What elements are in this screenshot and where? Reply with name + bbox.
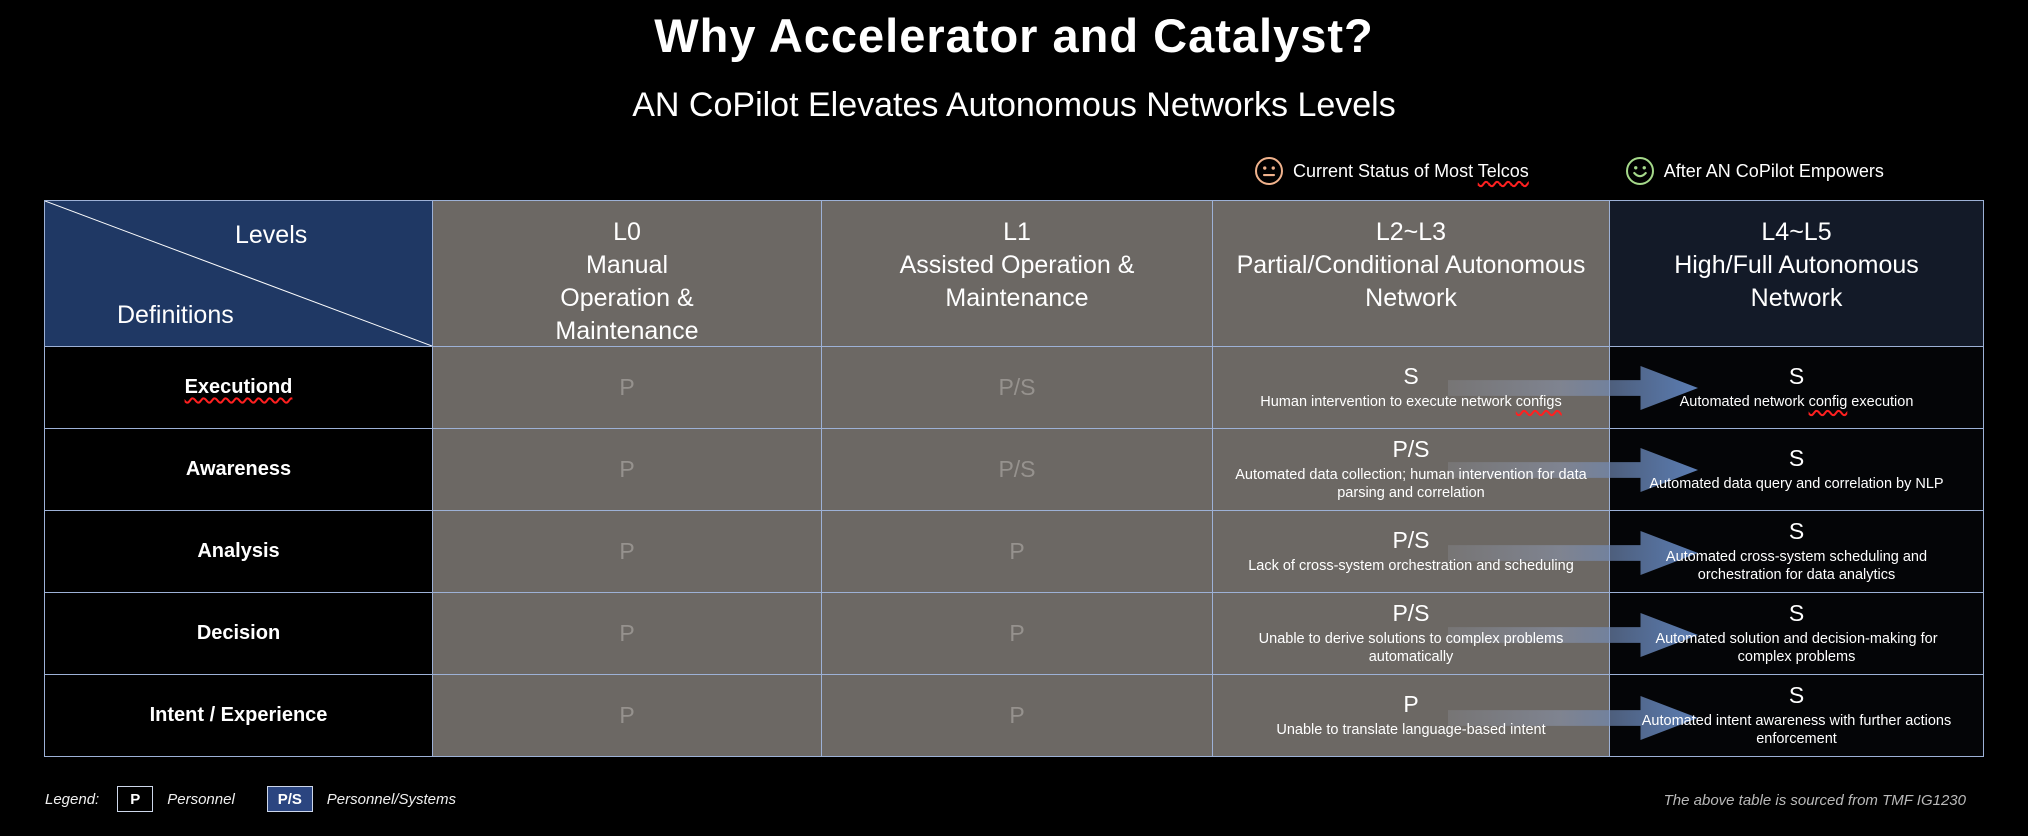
cell-description: Human intervention to execute network co…: [1260, 393, 1562, 410]
autonomous-levels-table: Levels Definitions L0 Manual Operation &…: [44, 200, 1984, 757]
source-note: The above table is sourced from TMF IG12…: [1663, 792, 1966, 809]
column-header-l4-l5: L4~L5 High/Full Autonomous Network: [1610, 201, 1983, 346]
corner-levels-label: Levels: [235, 221, 308, 249]
misspelled-word: config: [1808, 393, 1848, 410]
cell-description: Automated intent awareness with further …: [1641, 712, 1952, 747]
cell-description: Unable to derive solutions to complex pr…: [1258, 630, 1564, 665]
corner-cell: Levels Definitions: [45, 201, 432, 346]
column-header-l1: L1 Assisted Operation & Maintenance: [822, 201, 1212, 346]
row-label-text: Executiond: [185, 376, 293, 399]
row-label-analysis: Analysis: [45, 511, 432, 592]
row-label-text: Analysis: [197, 540, 280, 562]
row-label-awareness: Awareness: [45, 429, 432, 510]
personnel-label: Personnel: [167, 790, 235, 808]
column-header-l2-l3: L2~L3 Partial/Conditional Autonomous Net…: [1213, 201, 1609, 346]
table-legend: Legend: P Personnel P/S Personnel/System…: [45, 786, 474, 812]
cell-l1-execution: P/S: [822, 347, 1212, 428]
row-label-text: Decision: [196, 622, 281, 644]
row-label-decision: Decision: [45, 593, 432, 674]
status-current-label: Current Status of Most Telcos: [1293, 160, 1529, 181]
status-after-label: After AN CoPilot Empowers: [1663, 160, 1884, 181]
row-label-text: Intent / Experience: [149, 704, 328, 726]
cell-l4-l5-execution: S Automated network config execution: [1610, 347, 1983, 428]
cell-l4-l5-intent: S Automated intent awareness with furthe…: [1610, 675, 1983, 756]
cell-description: Automated solution and decision-making f…: [1655, 630, 1938, 665]
cell-value: S: [1788, 363, 1805, 390]
personnel-systems-box: P/S: [266, 786, 313, 812]
cell-value: P: [1403, 691, 1419, 718]
cell-description: Automated data query and correlation by …: [1649, 475, 1944, 492]
slide-title: Why Accelerator and Catalyst?: [654, 9, 1374, 62]
cell-value: P/S: [1392, 436, 1430, 463]
cell-value: S: [1788, 445, 1805, 472]
cell-l2-l3-decision: P/S Unable to derive solutions to comple…: [1213, 593, 1609, 674]
personnel-box: P: [117, 786, 154, 812]
cell-value: P/S: [1392, 527, 1430, 554]
smiley-face-icon: [1625, 157, 1654, 185]
cell-description: Automated cross-system scheduling and or…: [1665, 548, 1928, 583]
corner-definitions-label: Definitions: [117, 301, 234, 329]
cell-description: Lack of cross-system orchestration and s…: [1248, 557, 1574, 574]
cell-value: S: [1788, 600, 1805, 627]
cell-value: S: [1788, 682, 1805, 709]
cell-l1-decision: P: [822, 593, 1212, 674]
cell-l0-execution: P: [433, 347, 821, 428]
cell-l1-intent: P: [822, 675, 1212, 756]
cell-l1-analysis: P: [822, 511, 1212, 592]
slide-subtitle: AN CoPilot Elevates Autonomous Networks …: [632, 86, 1396, 124]
cell-l4-l5-analysis: S Automated cross-system scheduling and …: [1610, 511, 1983, 592]
misspelled-word: Telcos: [1477, 160, 1529, 181]
legend-label: Legend:: [45, 790, 100, 808]
row-label-intent-experience: Intent / Experience: [45, 675, 432, 756]
diagonal-divider: [45, 201, 432, 346]
cell-l0-decision: P: [433, 593, 821, 674]
cell-value: P/S: [1392, 600, 1430, 627]
cell-l1-awareness: P/S: [822, 429, 1212, 510]
misspelled-word: Executiond: [184, 376, 293, 398]
status-item-after: After AN CoPilot Empowers: [1625, 156, 1884, 186]
neutral-face-icon: [1255, 157, 1283, 185]
cell-l2-l3-awareness: P/S Automated data collection; human int…: [1213, 429, 1609, 510]
cell-l0-analysis: P: [433, 511, 821, 592]
row-label-text: Awareness: [185, 458, 292, 480]
column-header-l0: L0 Manual Operation & Maintenance: [433, 201, 821, 346]
personnel-systems-label: Personnel/Systems: [326, 790, 457, 808]
cell-l0-awareness: P: [433, 429, 821, 510]
cell-description: Automated network config execution: [1679, 393, 1914, 410]
cell-value: S: [1788, 518, 1805, 545]
cell-value: S: [1403, 363, 1419, 390]
cell-l4-l5-decision: S Automated solution and decision-making…: [1610, 593, 1983, 674]
status-item-current: Current Status of Most Telcos: [1254, 156, 1529, 186]
cell-description: Unable to translate language-based inten…: [1276, 721, 1546, 738]
row-label-execution: Executiond: [45, 347, 432, 428]
cell-description: Automated data collection; human interve…: [1235, 466, 1587, 501]
misspelled-word: configs: [1515, 393, 1562, 410]
status-legend: Current Status of Most Telcos After AN C…: [1254, 156, 1884, 186]
cell-l0-intent: P: [433, 675, 821, 756]
